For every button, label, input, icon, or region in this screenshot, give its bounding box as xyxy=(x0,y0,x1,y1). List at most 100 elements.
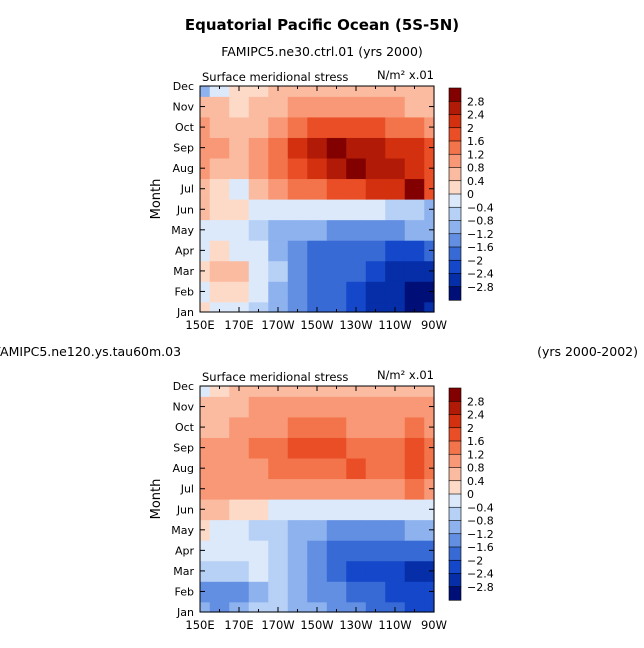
heatmap-cell xyxy=(365,219,386,241)
colorbar-label: 2 xyxy=(467,422,474,435)
heatmap-cell xyxy=(248,581,269,603)
heatmap-cell xyxy=(404,581,425,603)
heatmap-cell xyxy=(307,437,328,459)
y-tick-label: Mar xyxy=(173,265,194,278)
colorbar-box xyxy=(448,467,462,482)
heatmap-cell xyxy=(326,560,347,582)
colorbar-label: 2 xyxy=(467,122,474,135)
x-tick-label: 170E xyxy=(224,318,253,332)
heatmap-cell xyxy=(209,199,230,221)
colorbar-label: 1.6 xyxy=(467,135,485,148)
heatmap-cell xyxy=(404,96,425,118)
heatmap-cell xyxy=(307,457,328,480)
colorbar-box xyxy=(448,427,462,442)
heatmap-cell xyxy=(200,96,211,118)
heatmap-cell xyxy=(200,116,211,138)
heatmap-cell xyxy=(200,301,211,313)
heatmap-cell xyxy=(229,499,250,521)
heatmap-cell xyxy=(287,416,308,438)
heatmap-cell xyxy=(248,260,269,282)
heatmap-cell xyxy=(326,519,347,541)
heatmap-cell xyxy=(385,199,406,221)
heatmap-cell xyxy=(209,301,230,313)
heatmap-cell xyxy=(229,240,250,262)
heatmap-cell xyxy=(287,96,308,118)
heatmap-cell xyxy=(287,260,308,282)
heatmap-cell xyxy=(209,219,230,241)
heatmap-cell xyxy=(307,396,328,418)
heatmap-cell xyxy=(229,386,250,397)
heatmap-cell xyxy=(209,281,230,303)
heatmap-cell xyxy=(385,499,406,521)
x-tick-label: 150E xyxy=(185,618,214,632)
heatmap-cell xyxy=(268,478,289,500)
colorbar-label: 1.6 xyxy=(467,435,485,448)
heatmap-cell xyxy=(307,581,328,603)
heatmap-cell xyxy=(385,137,406,159)
heatmap-cell xyxy=(209,260,230,282)
colorbar-label: −0.4 xyxy=(467,201,494,214)
heatmap-cell xyxy=(365,281,386,303)
heatmap-cell xyxy=(346,116,367,138)
units-label: N/m² x.01 xyxy=(377,68,434,82)
heatmap-cell xyxy=(326,396,347,418)
y-tick-label: Jul xyxy=(180,483,194,496)
heatmap-cell xyxy=(326,478,347,500)
heatmap-cell xyxy=(307,240,328,262)
heatmap-cell xyxy=(209,437,230,459)
heatmap-cell xyxy=(365,301,386,313)
x-tick-label: 130W xyxy=(339,618,372,632)
heatmap-cell xyxy=(200,437,211,459)
colorbar-label: −0.8 xyxy=(467,515,494,528)
colorbar-label: 2.8 xyxy=(467,95,485,108)
x-tick-label: 90W xyxy=(421,318,447,332)
heatmap-cell xyxy=(385,437,406,459)
heatmap-cell xyxy=(229,478,250,500)
heatmap-cell xyxy=(326,301,347,313)
colorbar-box xyxy=(448,400,462,416)
heatmap-cell xyxy=(307,519,328,541)
heatmap-cell xyxy=(346,540,367,562)
heatmap-cell xyxy=(209,581,230,603)
heatmap-cell xyxy=(404,416,425,438)
panel-label: Surface meridional stress xyxy=(202,70,348,84)
heatmap-cell xyxy=(365,457,386,480)
colorbar-box xyxy=(448,453,462,469)
heatmap-cell xyxy=(287,116,308,138)
heatmap-cell xyxy=(404,540,425,562)
colorbar-label: 0.4 xyxy=(467,175,485,188)
y-tick-label: May xyxy=(171,524,194,537)
heatmap-cell xyxy=(385,457,406,480)
heatmap-cell xyxy=(346,137,367,159)
heatmap-cell xyxy=(229,157,250,180)
heatmap-cell xyxy=(307,137,328,159)
heatmap-cell xyxy=(326,157,347,180)
heatmap-cell xyxy=(287,86,308,97)
heatmap-cell xyxy=(365,478,386,500)
heatmap-cell xyxy=(307,86,328,97)
heatmap-cell xyxy=(346,199,367,221)
heatmap-cell xyxy=(385,116,406,138)
heatmap-cell xyxy=(404,157,425,180)
heatmap-cell xyxy=(209,96,230,118)
heatmap-cell xyxy=(365,96,386,118)
heatmap-cell xyxy=(209,540,230,562)
colorbar-label: 2.4 xyxy=(467,409,485,422)
panel-2-subtitle-right: (yrs 2000-2002) xyxy=(537,344,638,359)
colorbar-label: −2.4 xyxy=(467,268,494,281)
x-tick-label: 110W xyxy=(378,618,411,632)
heatmap-cell xyxy=(307,540,328,562)
heatmap-cell xyxy=(365,240,386,262)
x-tick-label: 170E xyxy=(224,618,253,632)
y-tick-label: Aug xyxy=(173,462,194,475)
x-tick-label: 150W xyxy=(300,318,333,332)
heatmap-cell xyxy=(268,240,289,262)
colorbar-box xyxy=(448,127,462,142)
colorbar-box xyxy=(448,100,462,116)
heatmap-cell xyxy=(326,199,347,221)
heatmap-cell xyxy=(404,437,425,459)
heatmap-cell xyxy=(229,116,250,138)
colorbar-box xyxy=(448,114,462,129)
figure-title: Equatorial Pacific Ocean (5S-5N) xyxy=(184,16,460,34)
heatmap-cell xyxy=(326,437,347,459)
